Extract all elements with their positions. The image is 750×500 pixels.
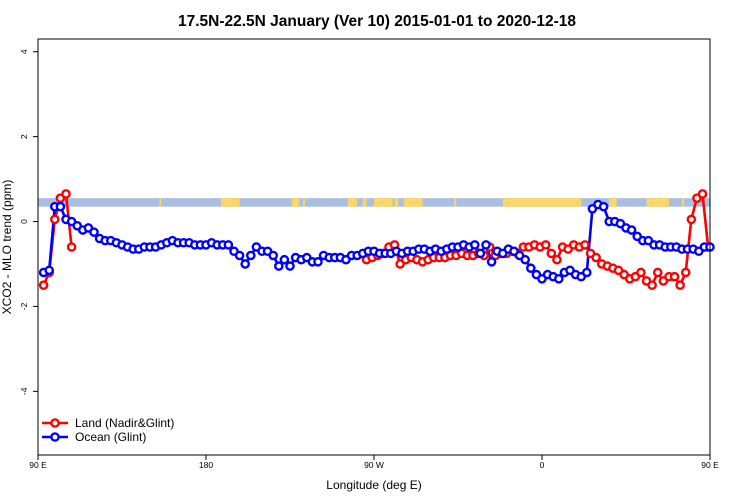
- land-point: [697, 189, 708, 199]
- ocean-point: [486, 257, 497, 267]
- land-point: [669, 271, 680, 282]
- land-point: [66, 242, 77, 252]
- x-tick-label: 180: [199, 460, 213, 470]
- ocean-point: [526, 263, 536, 274]
- land-point: [580, 240, 590, 250]
- ocean-point: [598, 201, 609, 212]
- ocean-point: [279, 254, 290, 265]
- ocean-point: [234, 250, 245, 261]
- ocean-point: [582, 267, 592, 278]
- land-point: [636, 267, 646, 278]
- y-axis: 4 2 0 -2 -4: [19, 49, 38, 395]
- land-segment: [347, 198, 358, 207]
- land-point: [38, 280, 49, 291]
- ocean-point: [481, 240, 491, 250]
- x-axis-label: Longitude (deg E): [326, 478, 421, 492]
- ocean-point: [285, 261, 295, 271]
- land-point: [591, 252, 601, 263]
- land-segment: [159, 198, 162, 207]
- y-tick-label: -4: [19, 387, 29, 395]
- land-segment: [403, 198, 423, 207]
- legend-label: Ocean (Glint): [75, 430, 146, 444]
- land-segment: [394, 198, 399, 207]
- land-segment: [646, 198, 669, 207]
- ocean-point: [240, 259, 250, 269]
- ocean-point: [520, 254, 531, 265]
- land-point: [546, 248, 557, 259]
- ocean-point: [554, 274, 564, 284]
- chart-title: 17.5N-22.5N January (Ver 10) 2015-01-01 …: [178, 13, 576, 30]
- land-segment: [303, 198, 305, 207]
- legend: Land (Nadir&Glint)Ocean (Glint): [42, 416, 174, 444]
- ocean-point: [268, 250, 279, 261]
- ocean-point: [273, 261, 284, 271]
- land-point: [552, 254, 562, 265]
- x-axis: 90 E 180 90 W 0 90 E: [29, 455, 719, 470]
- x-tick-label: 0: [540, 460, 545, 470]
- land-segment: [682, 198, 684, 207]
- legend-label: Land (Nadir&Glint): [75, 416, 174, 430]
- land-point: [675, 280, 685, 291]
- land-segment: [609, 198, 617, 207]
- ocean-point: [89, 227, 99, 237]
- land-segment: [502, 198, 582, 207]
- ocean-point: [55, 201, 66, 212]
- land-point: [61, 189, 71, 199]
- land-point: [652, 267, 663, 278]
- y-tick-label: -2: [19, 302, 29, 310]
- y-tick-label: 4: [19, 49, 29, 54]
- ocean-point: [245, 250, 256, 261]
- land-segment: [220, 198, 240, 207]
- land-segment: [362, 198, 367, 207]
- y-tick-label: 0: [19, 219, 29, 224]
- land-segment: [454, 198, 457, 207]
- y-tick-label: 2: [19, 134, 29, 139]
- land-point: [686, 214, 697, 225]
- ocean-point: [469, 240, 480, 250]
- ocean-point: [44, 265, 55, 276]
- legend-marker: [50, 418, 60, 428]
- land-point: [647, 280, 657, 291]
- land-point: [540, 240, 551, 250]
- land-segment: [291, 198, 300, 207]
- land-ocean-strip: [38, 198, 710, 207]
- ocean-point: [475, 248, 486, 259]
- legend-marker: [50, 432, 60, 442]
- land-point: [680, 267, 691, 278]
- ocean-point: [313, 257, 323, 267]
- series-points: [38, 189, 715, 291]
- series-line-0: [42, 192, 710, 287]
- x-tick-label: 90 E: [29, 460, 47, 470]
- land-segment: [374, 198, 393, 207]
- x-tick-label: 90 W: [364, 460, 384, 470]
- land-point: [50, 214, 60, 225]
- x-tick-label: 90 E: [701, 460, 719, 470]
- ocean-point: [223, 240, 234, 250]
- y-axis-label: XCO2 - MLO trend (ppm): [0, 180, 14, 315]
- ocean-point: [626, 225, 637, 235]
